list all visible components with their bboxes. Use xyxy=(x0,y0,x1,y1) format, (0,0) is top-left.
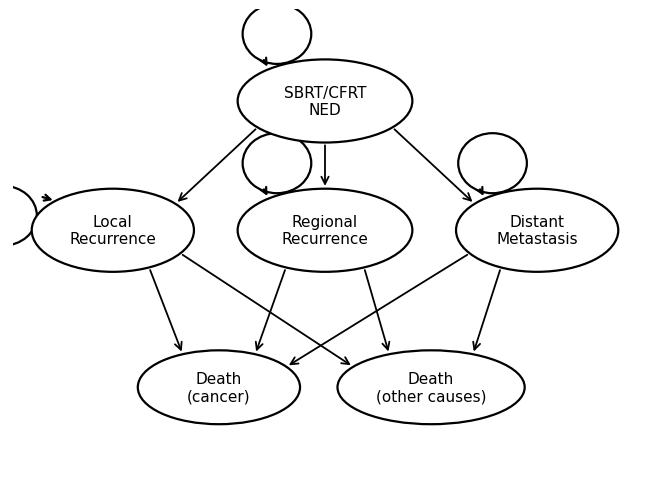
Text: Death
(cancer): Death (cancer) xyxy=(187,372,251,404)
Text: Local
Recurrence: Local Recurrence xyxy=(70,215,156,247)
Ellipse shape xyxy=(138,350,300,424)
Text: Death
(other causes): Death (other causes) xyxy=(376,372,486,404)
Ellipse shape xyxy=(32,189,194,272)
Ellipse shape xyxy=(238,189,412,272)
Text: Regional
Recurrence: Regional Recurrence xyxy=(281,215,369,247)
Text: Distant
Metastasis: Distant Metastasis xyxy=(497,215,578,247)
Ellipse shape xyxy=(456,189,618,272)
Ellipse shape xyxy=(238,60,412,143)
Ellipse shape xyxy=(337,350,525,424)
Text: SBRT/CFRT
NED: SBRT/CFRT NED xyxy=(284,85,366,118)
